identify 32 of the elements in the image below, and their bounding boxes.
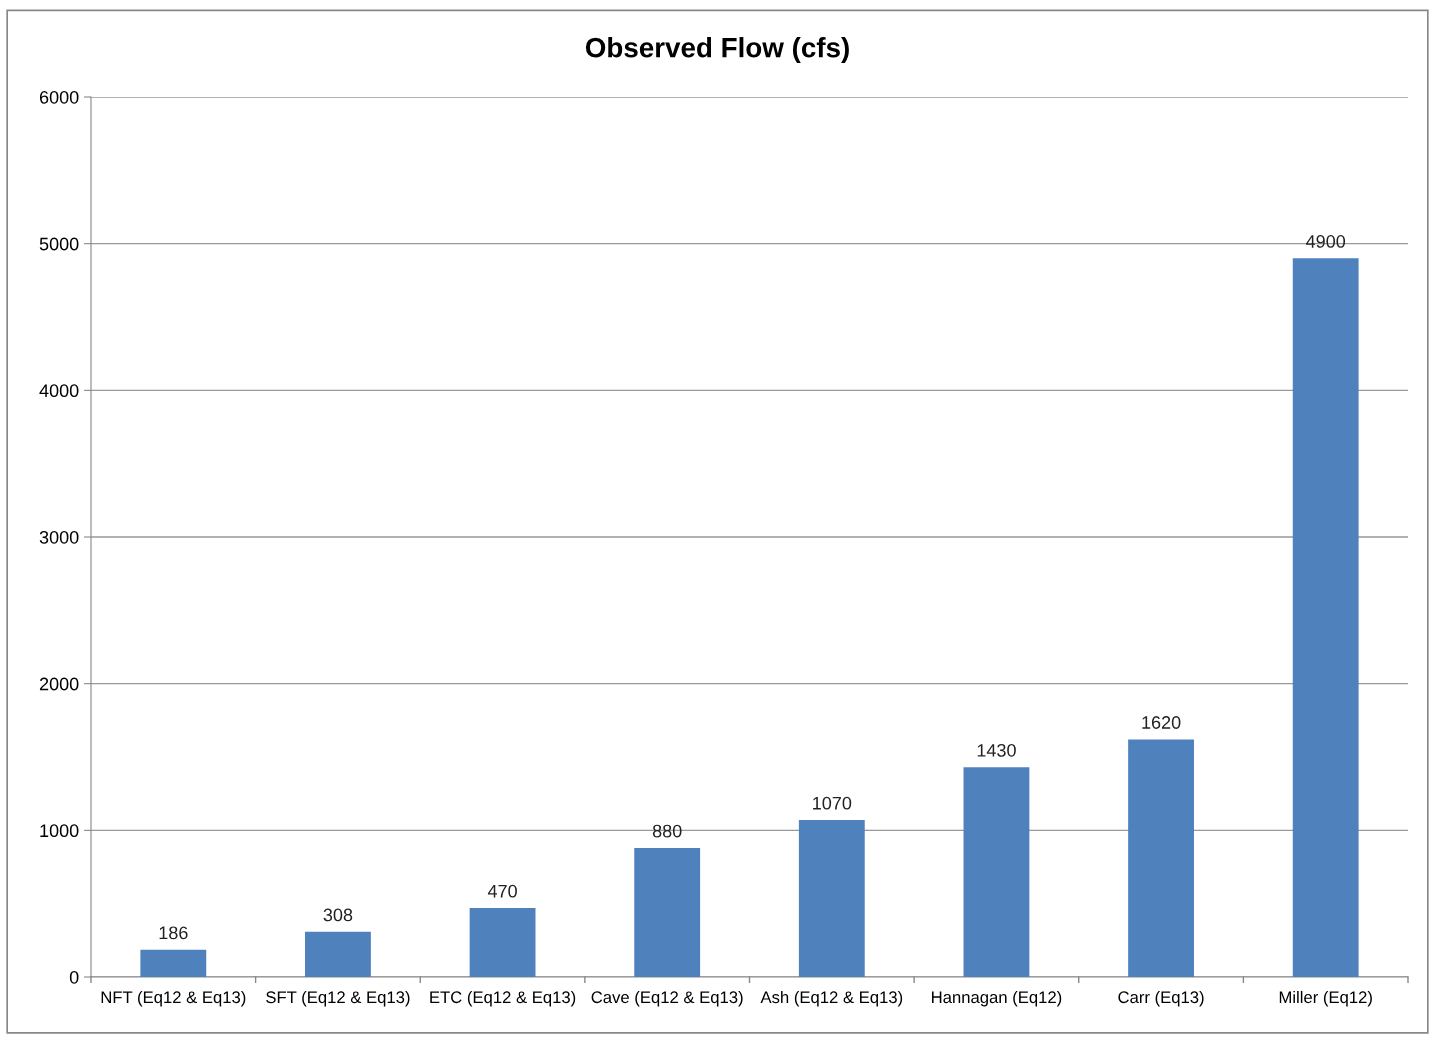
data-label: 4900 (1306, 235, 1346, 248)
y-tick-label: 1000 (40, 824, 79, 838)
y-tick-label: 0 (69, 970, 79, 984)
bar (634, 847, 701, 977)
x-tick-label: Ash (Eq12 & Eq13) (760, 990, 903, 1007)
data-label: 1070 (813, 796, 852, 810)
bar (469, 908, 536, 977)
data-label: 308 (323, 908, 353, 922)
x-tick-label: NFT (Eq12 & Eq13) (101, 990, 246, 1007)
data-label: 880 (652, 824, 682, 838)
bar (1292, 258, 1359, 977)
y-tick-label: 4000 (39, 384, 79, 398)
bar (140, 949, 207, 977)
bar (305, 931, 371, 977)
x-tick-label: SFT (Eq12 & Eq13) (266, 990, 410, 1007)
x-tick-label: ETC (Eq12 & Eq13) (430, 990, 576, 1007)
y-tick-label: 2000 (39, 677, 79, 691)
data-label: 1620 (1142, 716, 1181, 729)
data-label: 186 (159, 926, 188, 940)
bar (1128, 739, 1194, 977)
x-tick-label: Carr (Eq13) (1118, 990, 1204, 1007)
bar (963, 767, 1030, 977)
bar (798, 820, 865, 977)
y-tick-label: 5000 (39, 237, 79, 251)
x-tick-label: Cave (Eq12 & Eq13) (591, 990, 743, 1007)
y-tick-label: 6000 (39, 90, 79, 104)
x-tick-label: Hannagan (Eq12) (932, 990, 1062, 1007)
x-tick-label: Miller (Eq12) (1279, 990, 1372, 1007)
data-label: 1430 (977, 743, 1016, 757)
data-label: 470 (487, 884, 517, 898)
y-tick-label: 3000 (39, 530, 79, 544)
chart-title: Observed Flow (cfs) (585, 37, 849, 63)
